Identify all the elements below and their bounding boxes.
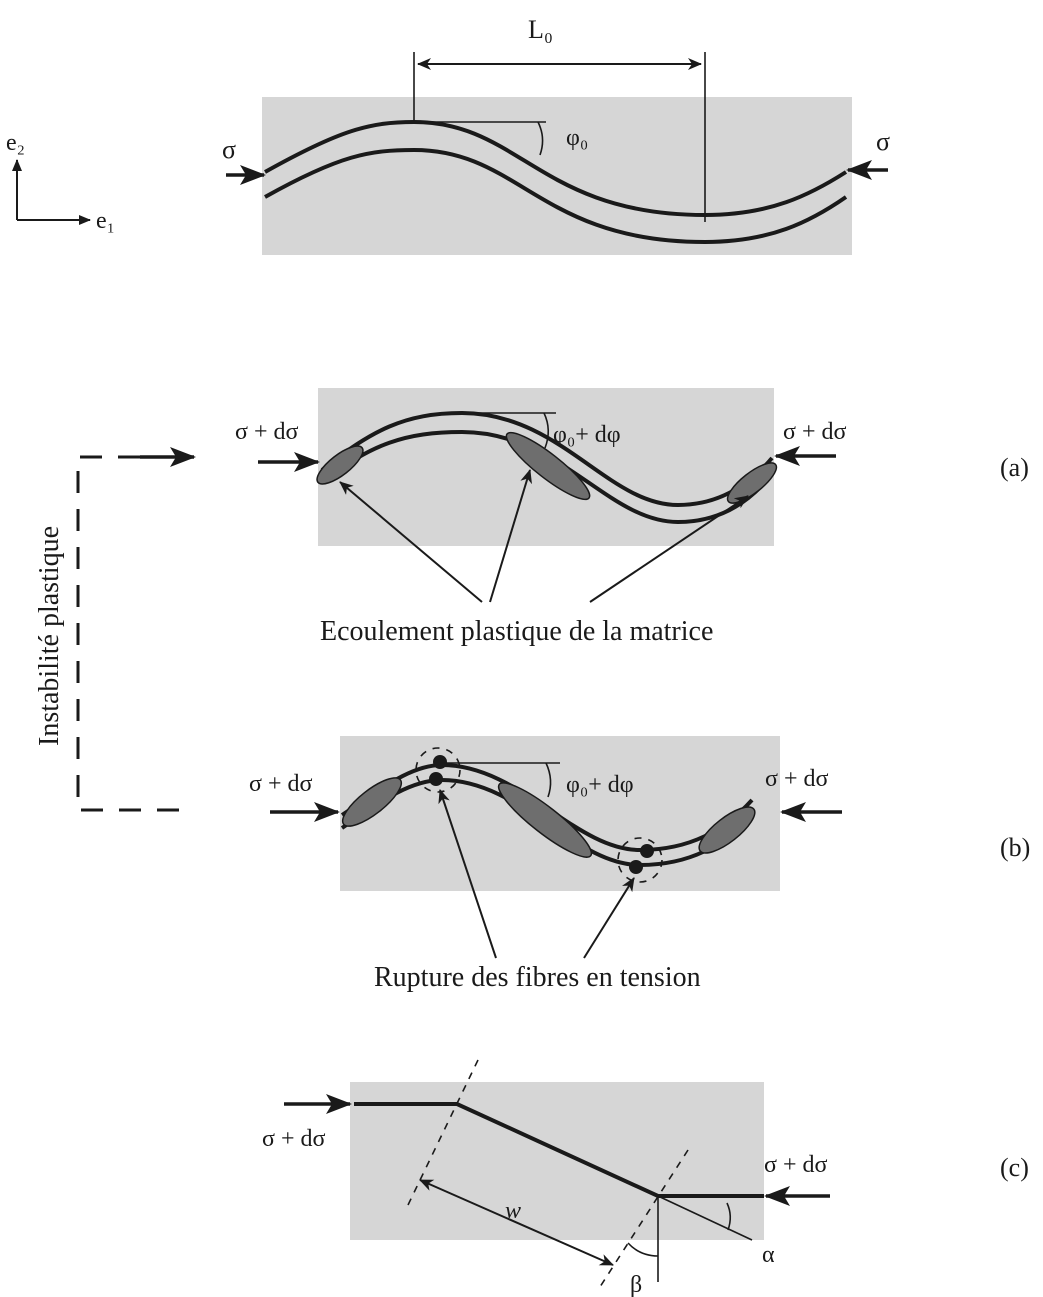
panel-b-leader-right (583, 877, 635, 959)
fracture-point-top-1 (433, 755, 447, 769)
alpha-label: α (762, 1242, 775, 1268)
panel-b-angle-arc (545, 762, 552, 798)
kink-width-arrow (419, 1179, 614, 1266)
panel-a-angle-arc (543, 412, 550, 449)
instability-label: Instabilité plastique (34, 526, 65, 746)
panel-b-plastic-zone-middle (497, 782, 593, 858)
panel-c-kinked-fiber (354, 1102, 764, 1198)
panel-b-plastic-zone-right (698, 806, 756, 854)
dashed-bracket (76, 455, 185, 812)
panel-a-tag: (a) (1000, 453, 1029, 482)
panel-b-right-stress: σ + dσ (765, 766, 828, 792)
panel-b-plastic-zone-left (341, 777, 403, 827)
panel-a-leader-right (589, 495, 749, 603)
plastic-zone-middle (505, 431, 591, 501)
alpha-angle-arc (726, 1202, 732, 1231)
panel-c-left-stress: σ + dσ (262, 1126, 325, 1152)
panel-b-matrix-block (340, 736, 780, 891)
panel-c-tag: (c) (1000, 1153, 1029, 1182)
kink-width-label: w (505, 1198, 521, 1224)
panel-a-fiber-upper (320, 410, 774, 508)
fracture-point-top-2 (429, 772, 443, 786)
top-right-sigma: σ (876, 127, 890, 156)
beta-label: β (630, 1272, 642, 1297)
panel-c: w β α σ + dσ σ + dσ (c) (262, 1059, 1029, 1297)
beta-angle-arc (627, 1242, 659, 1257)
panel-b-leader-left (438, 789, 497, 959)
top-fiber-lower (264, 147, 848, 245)
panel-a-angle-label: φ₀+ dφ (553, 422, 621, 448)
phi0-angle-arc (537, 121, 544, 156)
panel-a-leader-middle (489, 469, 532, 603)
panel-a-left-stress: σ + dσ (235, 419, 298, 445)
top-fiber-upper (264, 119, 848, 218)
panel-a: φ₀+ dφ σ + dσ σ + dσ (a) Ecoulement plas… (235, 388, 1029, 647)
e1-label: e₁ (96, 208, 115, 234)
panel-a-leader-left (339, 481, 483, 603)
panel-c-right-stress: σ + dσ (764, 1152, 827, 1178)
plastic-instability-bracket: Instabilité plastique (34, 447, 196, 812)
e2-label: e₂ (6, 130, 25, 156)
plastic-zone-left (316, 445, 364, 485)
panel-a-right-stress: σ + dσ (783, 419, 846, 445)
top-matrix-block (262, 97, 852, 255)
l0-label: L₀ (528, 15, 553, 44)
top-left-sigma: σ (222, 135, 236, 164)
panel-b: φ₀+ dφ σ + dσ σ + dσ (b) Rupture des fib… (249, 736, 1030, 993)
fracture-point-bottom-2 (629, 860, 643, 874)
panel-b-caption: Rupture des fibres en tension (374, 962, 701, 993)
top-panel: L₀ φ₀ σ σ (222, 15, 890, 255)
fracture-point-bottom-1 (640, 844, 654, 858)
panel-b-left-stress: σ + dσ (249, 771, 312, 797)
alpha-extension-line (657, 1195, 753, 1241)
phi0-label: φ₀ (566, 125, 588, 151)
panel-b-tag: (b) (1000, 833, 1030, 862)
coordinate-axes: e₂ e₁ (6, 130, 115, 234)
fracture-zone-top (415, 747, 461, 793)
panel-a-caption: Ecoulement plastique de la matrice (320, 616, 713, 647)
panel-b-angle-label: φ₀+ dφ (566, 772, 634, 798)
fracture-zone-bottom (617, 837, 663, 883)
